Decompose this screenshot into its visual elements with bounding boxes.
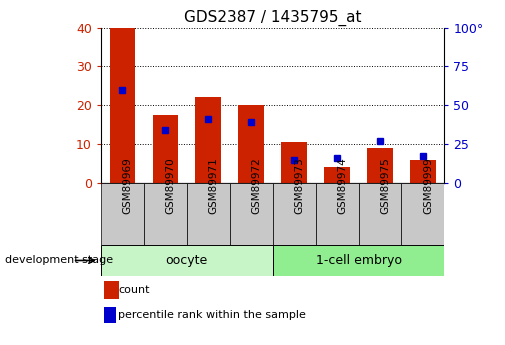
Bar: [316, 183, 359, 245]
Text: count: count: [118, 286, 149, 295]
Bar: [273, 245, 444, 276]
Text: 1-cell embryo: 1-cell embryo: [316, 254, 401, 267]
Bar: [273, 183, 316, 245]
Bar: [195, 97, 221, 183]
Bar: [110, 28, 135, 183]
Bar: [410, 159, 436, 183]
Text: percentile rank within the sample: percentile rank within the sample: [118, 310, 306, 320]
Text: GSM89999: GSM89999: [423, 158, 433, 214]
Text: GSM89972: GSM89972: [251, 158, 261, 214]
Bar: [401, 183, 444, 245]
Bar: [144, 183, 187, 245]
Bar: [105, 281, 119, 299]
Bar: [101, 245, 273, 276]
Text: oocyte: oocyte: [166, 254, 208, 267]
Bar: [359, 183, 401, 245]
Bar: [367, 148, 393, 183]
Bar: [105, 307, 117, 323]
Title: GDS2387 / 1435795_at: GDS2387 / 1435795_at: [184, 10, 362, 26]
Bar: [153, 115, 178, 183]
Bar: [101, 183, 144, 245]
Bar: [324, 167, 350, 183]
Text: GSM89969: GSM89969: [122, 158, 132, 214]
Bar: [230, 183, 273, 245]
Text: GSM89975: GSM89975: [380, 158, 390, 214]
Text: GSM89974: GSM89974: [337, 158, 347, 214]
Bar: [238, 105, 264, 183]
Text: development stage: development stage: [5, 256, 113, 265]
Bar: [187, 183, 230, 245]
Text: GSM89970: GSM89970: [165, 158, 175, 214]
Text: GSM89973: GSM89973: [294, 158, 304, 214]
Bar: [281, 142, 307, 183]
Text: GSM89971: GSM89971: [208, 158, 218, 214]
